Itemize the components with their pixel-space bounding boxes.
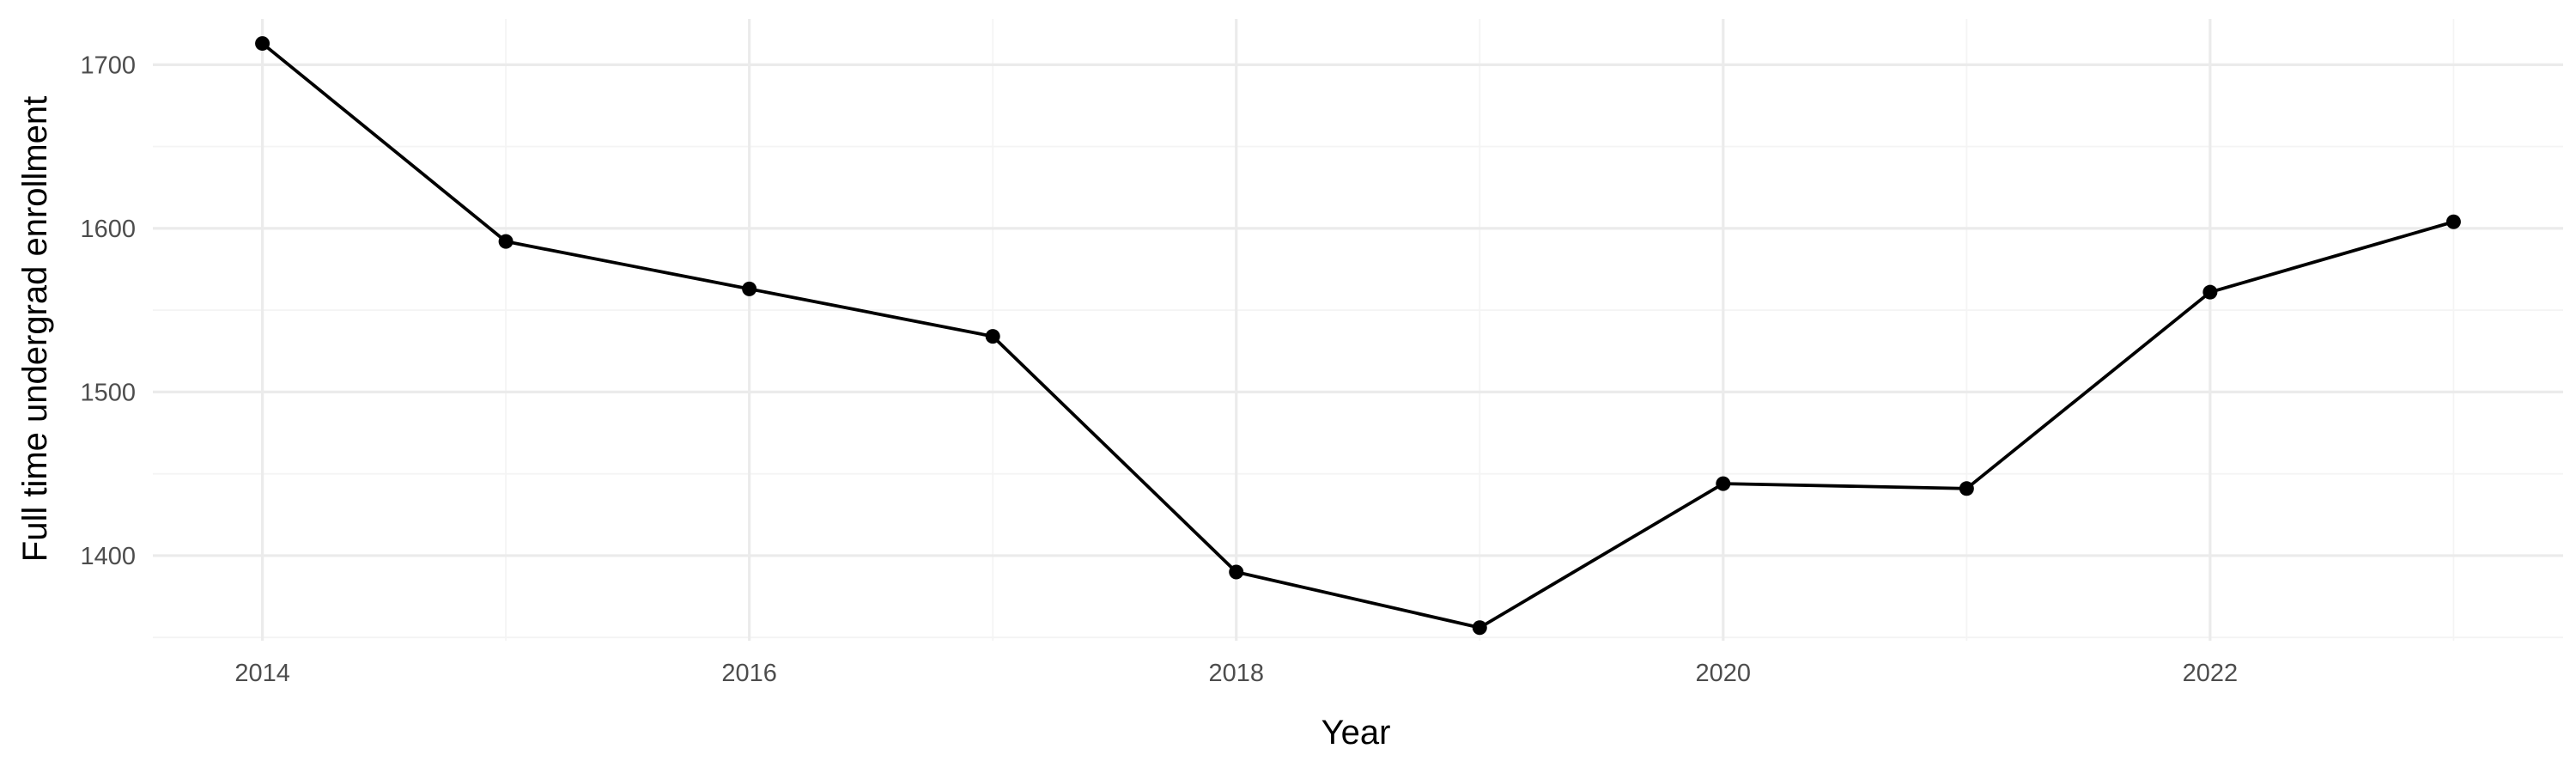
y-tick-label: 1400 [80, 543, 136, 570]
major-gridlines [153, 19, 2563, 641]
data-point [1472, 620, 1487, 636]
data-point [1229, 564, 1244, 580]
minor-gridlines [153, 19, 2563, 641]
data-point [2445, 214, 2461, 229]
x-axis-title: Year [1321, 714, 1391, 752]
x-axis-tick-labels: 2014 2016 2018 2020 2022 [234, 660, 2238, 687]
x-tick-label: 2014 [234, 660, 290, 687]
series-layer [255, 36, 2461, 636]
data-point [742, 281, 757, 296]
y-axis-title: Full time undergrad enrollment [16, 96, 54, 562]
data-point [1716, 476, 1731, 491]
y-tick-label: 1600 [80, 216, 136, 243]
data-point [1959, 481, 1974, 496]
y-tick-label: 1500 [80, 379, 136, 406]
data-point [255, 36, 270, 52]
data-point [2202, 284, 2218, 300]
x-tick-label: 2020 [1696, 660, 1752, 687]
x-tick-label: 2016 [721, 660, 777, 687]
data-point [985, 329, 1000, 344]
x-tick-label: 2022 [2183, 660, 2239, 687]
data-point [498, 234, 513, 249]
series-line [261, 42, 2454, 630]
y-axis-tick-labels: 1400 1500 1600 1700 [80, 52, 136, 570]
y-tick-label: 1700 [80, 52, 136, 79]
x-tick-label: 2018 [1208, 660, 1264, 687]
